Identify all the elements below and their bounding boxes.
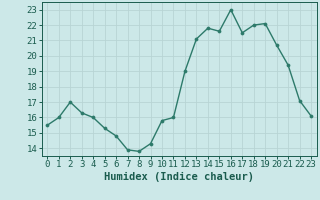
X-axis label: Humidex (Indice chaleur): Humidex (Indice chaleur)	[104, 172, 254, 182]
